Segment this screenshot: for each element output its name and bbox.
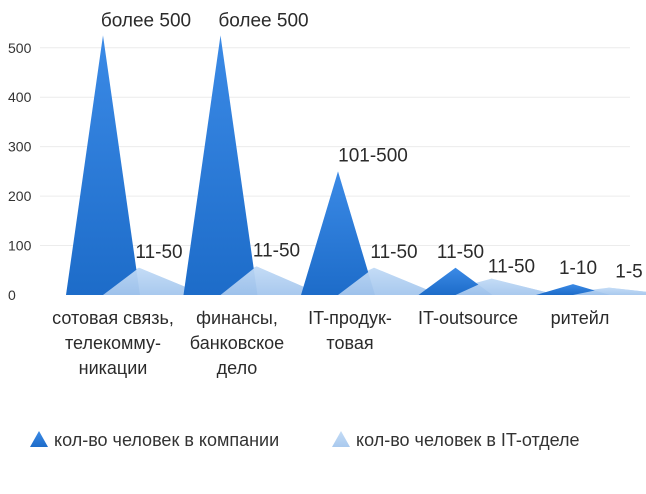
legend-label: кол-во человек в компании [54,430,279,450]
mark-it-department-front [103,267,205,295]
category-label: никации [79,358,148,378]
y-tick-label: 100 [8,238,32,254]
data-label-it-department: 11-50 [370,242,417,263]
legend: кол-во человек в компании кол-во человек … [30,430,580,450]
data-label-company: более 500 [101,10,191,31]
mark-it-department-front [573,287,646,295]
gridlines [40,47,630,247]
y-tick-label: 200 [8,188,32,204]
mark-company [301,171,375,295]
data-label-company: 101-500 [338,145,408,166]
data-label-it-department: 11-50 [135,242,182,263]
category-label: финансы, [196,308,278,328]
mark-it-department-front [220,266,323,295]
category-label: сотовая связь, [52,308,174,328]
category-label: телекомму- [65,333,161,353]
category-label: IT-outsource [418,308,518,328]
mark-company [66,35,140,295]
mark-it-department-front [338,267,440,295]
data-labels: более 500 11-50 более 500 11-50 101-500 11-50… [101,10,643,282]
category-label: банковское [190,333,284,353]
data-label-it-department: 11-50 [253,240,300,261]
series-marks [66,35,646,295]
x-axis: сотовая связь, телекомму-никации финансы, б… [52,308,609,378]
y-tick-label: 300 [8,139,32,155]
mark-it-department-front [455,278,558,295]
data-label-company: более 500 [218,10,308,31]
y-tick-label: 400 [8,89,32,105]
category-label: дело [217,358,258,378]
data-label-it-department: 1-5 [615,262,642,283]
data-label-company: 1-10 [559,258,597,279]
y-tick-label: 500 [8,40,32,56]
data-label-it-department: 11-50 [488,257,535,278]
legend-label: кол-во человек в IT-отделе [356,430,580,450]
y-axis: 0 100 200 300 400 500 [8,40,32,303]
category-label: товая [326,333,373,353]
legend-swatch-icon [332,431,350,447]
data-label-company: 11-50 [437,242,484,263]
legend-swatch-icon [30,431,48,447]
category-label: ритейл [551,308,610,328]
y-tick-label: 0 [8,287,16,303]
mark-company [183,35,258,295]
category-label: IT-продук- [308,308,392,328]
